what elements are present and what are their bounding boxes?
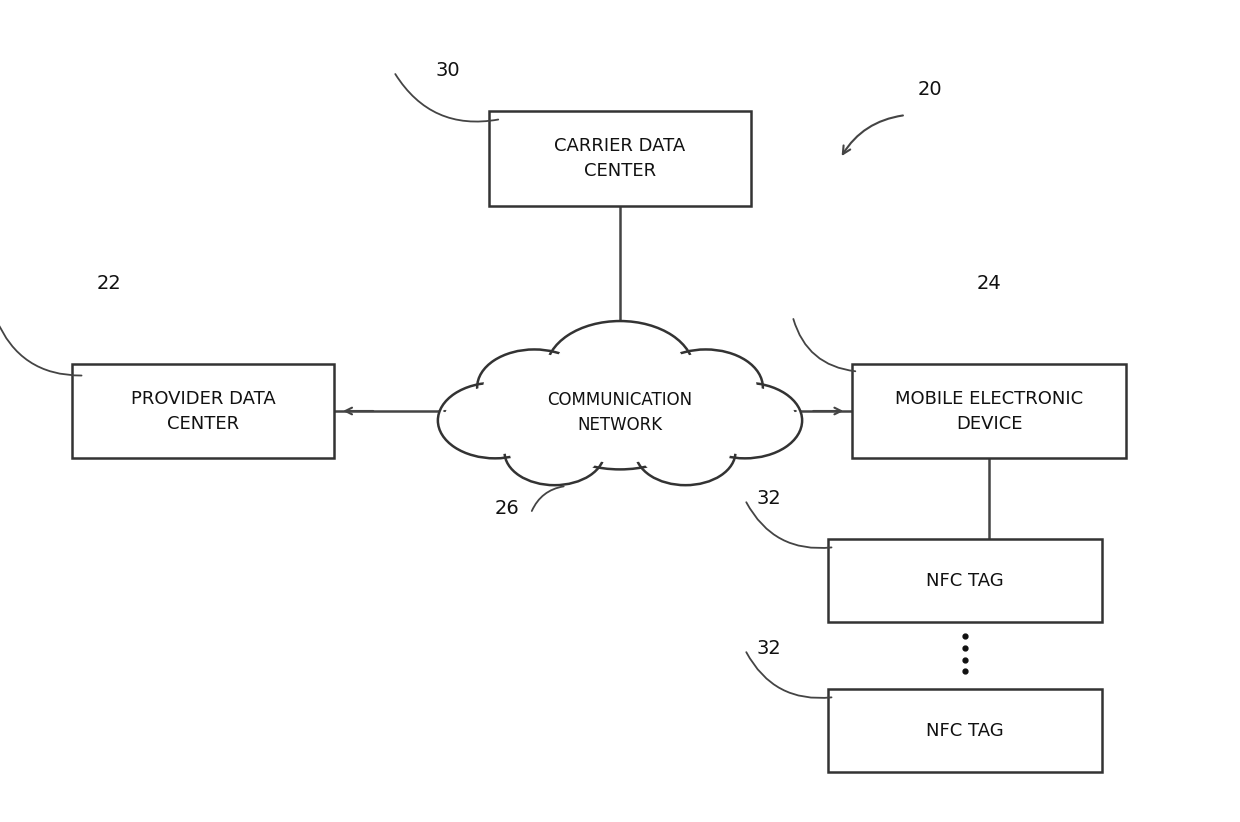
Circle shape (656, 354, 756, 421)
Text: NFC TAG: NFC TAG (926, 571, 1004, 589)
Text: NFC TAG: NFC TAG (926, 722, 1004, 740)
Text: 32: 32 (756, 639, 781, 658)
Circle shape (544, 363, 696, 463)
Circle shape (546, 321, 694, 419)
Circle shape (445, 387, 546, 454)
FancyBboxPatch shape (828, 689, 1102, 772)
Text: MOBILE ELECTRONIC
DEVICE: MOBILE ELECTRONIC DEVICE (895, 390, 1083, 432)
Text: 30: 30 (435, 61, 460, 80)
Text: PROVIDER DATA
CENTER: PROVIDER DATA CENTER (131, 390, 275, 432)
Circle shape (556, 327, 684, 413)
Text: 20: 20 (918, 81, 942, 99)
Circle shape (635, 419, 735, 485)
Circle shape (484, 354, 584, 421)
Circle shape (511, 423, 599, 481)
Text: 26: 26 (495, 498, 520, 518)
Circle shape (505, 419, 605, 485)
Text: 22: 22 (97, 274, 122, 293)
Text: 24: 24 (977, 274, 1002, 293)
FancyBboxPatch shape (489, 111, 751, 206)
Circle shape (534, 356, 706, 469)
Text: 32: 32 (756, 488, 781, 508)
FancyBboxPatch shape (828, 539, 1102, 622)
Circle shape (688, 382, 802, 459)
Circle shape (438, 382, 552, 459)
Circle shape (641, 423, 729, 481)
FancyBboxPatch shape (852, 363, 1126, 459)
Circle shape (694, 387, 795, 454)
Text: CARRIER DATA
CENTER: CARRIER DATA CENTER (554, 137, 686, 180)
Text: COMMUNICATION
NETWORK: COMMUNICATION NETWORK (547, 391, 693, 434)
Circle shape (477, 349, 591, 425)
FancyBboxPatch shape (72, 363, 335, 459)
Circle shape (649, 349, 763, 425)
